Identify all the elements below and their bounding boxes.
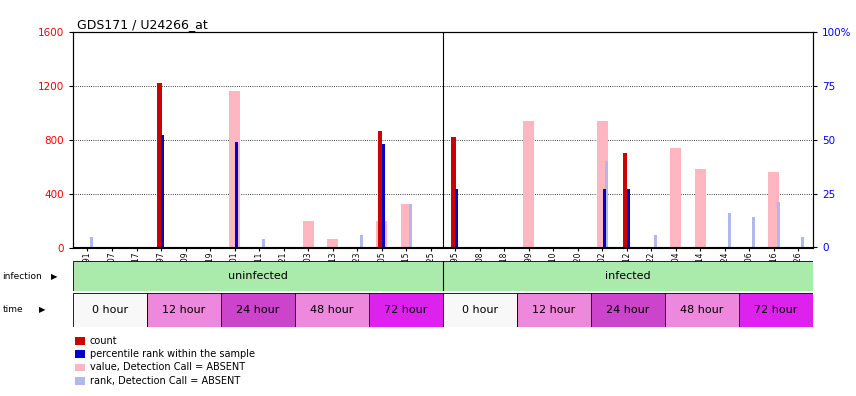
Bar [303, 221, 313, 248]
Bar [376, 221, 387, 248]
Text: 24 hour: 24 hour [606, 305, 650, 315]
Bar [443, 261, 813, 291]
Text: 12 hour: 12 hour [532, 305, 576, 315]
Bar [801, 237, 805, 248]
Text: time: time [3, 305, 23, 314]
Text: 72 hour: 72 hour [754, 305, 798, 315]
Bar [455, 189, 459, 248]
Bar [235, 142, 238, 248]
Bar [409, 204, 412, 248]
Bar [605, 161, 609, 248]
Text: 0 hour: 0 hour [462, 305, 498, 315]
Bar [221, 293, 294, 327]
Bar [327, 240, 338, 248]
Bar [739, 293, 813, 327]
Text: 12 hour: 12 hour [162, 305, 205, 315]
Bar [769, 172, 780, 248]
Text: 48 hour: 48 hour [681, 305, 724, 315]
Bar [603, 189, 605, 248]
Bar [262, 239, 265, 248]
Bar [73, 293, 147, 327]
Bar [73, 261, 443, 291]
Text: 24 hour: 24 hour [236, 305, 280, 315]
Bar [369, 293, 443, 327]
Bar [591, 293, 665, 327]
Text: percentile rank within the sample: percentile rank within the sample [90, 349, 255, 360]
Bar [294, 293, 369, 327]
Bar [451, 137, 455, 248]
Bar [91, 237, 93, 248]
Bar [695, 169, 706, 248]
Bar [401, 204, 412, 248]
Bar [229, 91, 240, 248]
Bar [443, 293, 517, 327]
Bar [382, 144, 385, 248]
Text: 0 hour: 0 hour [92, 305, 128, 315]
Text: rank, Detection Call = ABSENT: rank, Detection Call = ABSENT [90, 375, 241, 386]
Text: count: count [90, 336, 117, 346]
Bar [517, 293, 591, 327]
Text: 48 hour: 48 hour [310, 305, 354, 315]
Bar [777, 202, 780, 248]
Bar [752, 217, 755, 248]
Text: GDS171 / U24266_at: GDS171 / U24266_at [77, 18, 208, 31]
Bar [654, 234, 657, 248]
Bar [665, 293, 739, 327]
Text: infected: infected [605, 271, 651, 281]
Bar [728, 213, 731, 248]
Bar [670, 148, 681, 248]
Bar [377, 131, 382, 248]
Text: 72 hour: 72 hour [384, 305, 428, 315]
Bar [147, 293, 221, 327]
Bar [158, 83, 162, 248]
Text: ▶: ▶ [51, 272, 57, 281]
Bar [161, 135, 164, 248]
Text: ▶: ▶ [39, 305, 45, 314]
Text: value, Detection Call = ABSENT: value, Detection Call = ABSENT [90, 362, 245, 373]
Bar [623, 153, 627, 248]
Text: infection: infection [3, 272, 42, 281]
Text: uninfected: uninfected [228, 271, 288, 281]
Bar [627, 189, 630, 248]
Bar [360, 234, 363, 248]
Bar [597, 121, 608, 248]
Bar [523, 121, 534, 248]
